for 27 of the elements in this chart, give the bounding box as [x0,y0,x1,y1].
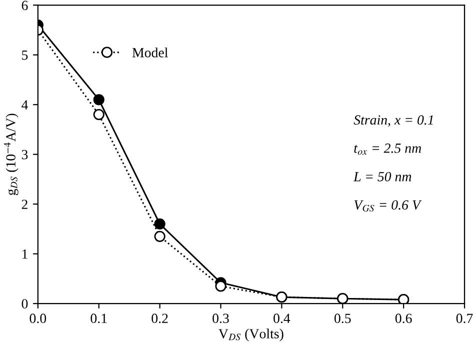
y-tick-label: 0 [22,299,28,309]
x-tick-label: 0.2 [152,314,168,324]
annotation: t$_{ox}$ = 2.5 nm [354,144,422,155]
point [154,230,166,242]
y-tick-label: 5 [22,50,28,60]
annotation: L = 50 nm [353,172,412,182]
y-tick-label: 1 [22,249,28,259]
point [93,94,104,106]
x-tick-label: 0.3 [212,314,229,324]
y-tick-label: 4 [22,100,28,110]
y-axis-title: g$_{DS}$ (10$^{−4}$A/V) [4,114,18,196]
legend-label: Model [132,48,168,58]
y-tick-label: 6 [22,0,28,10]
annotation: Strain, x = 0.1 [354,115,433,127]
x-tick-label: 0.6 [395,314,412,324]
y-tick-label: 3 [22,150,28,160]
x-tick-label: 0.4 [274,314,290,324]
x-tick-label: 0.1 [90,314,107,324]
annotation: V$_{GS}$ = 0.6 V [354,200,422,212]
point [215,280,226,292]
x-axis-title: V$_{DS}$ (Volts) [218,328,284,342]
x-tick-label: 0.0 [30,314,46,324]
x-tick-label: 0.7 [456,314,473,324]
x-tick-label: 0.5 [334,314,351,324]
point [93,109,104,120]
point [154,218,166,230]
y-tick-label: 2 [22,200,28,209]
